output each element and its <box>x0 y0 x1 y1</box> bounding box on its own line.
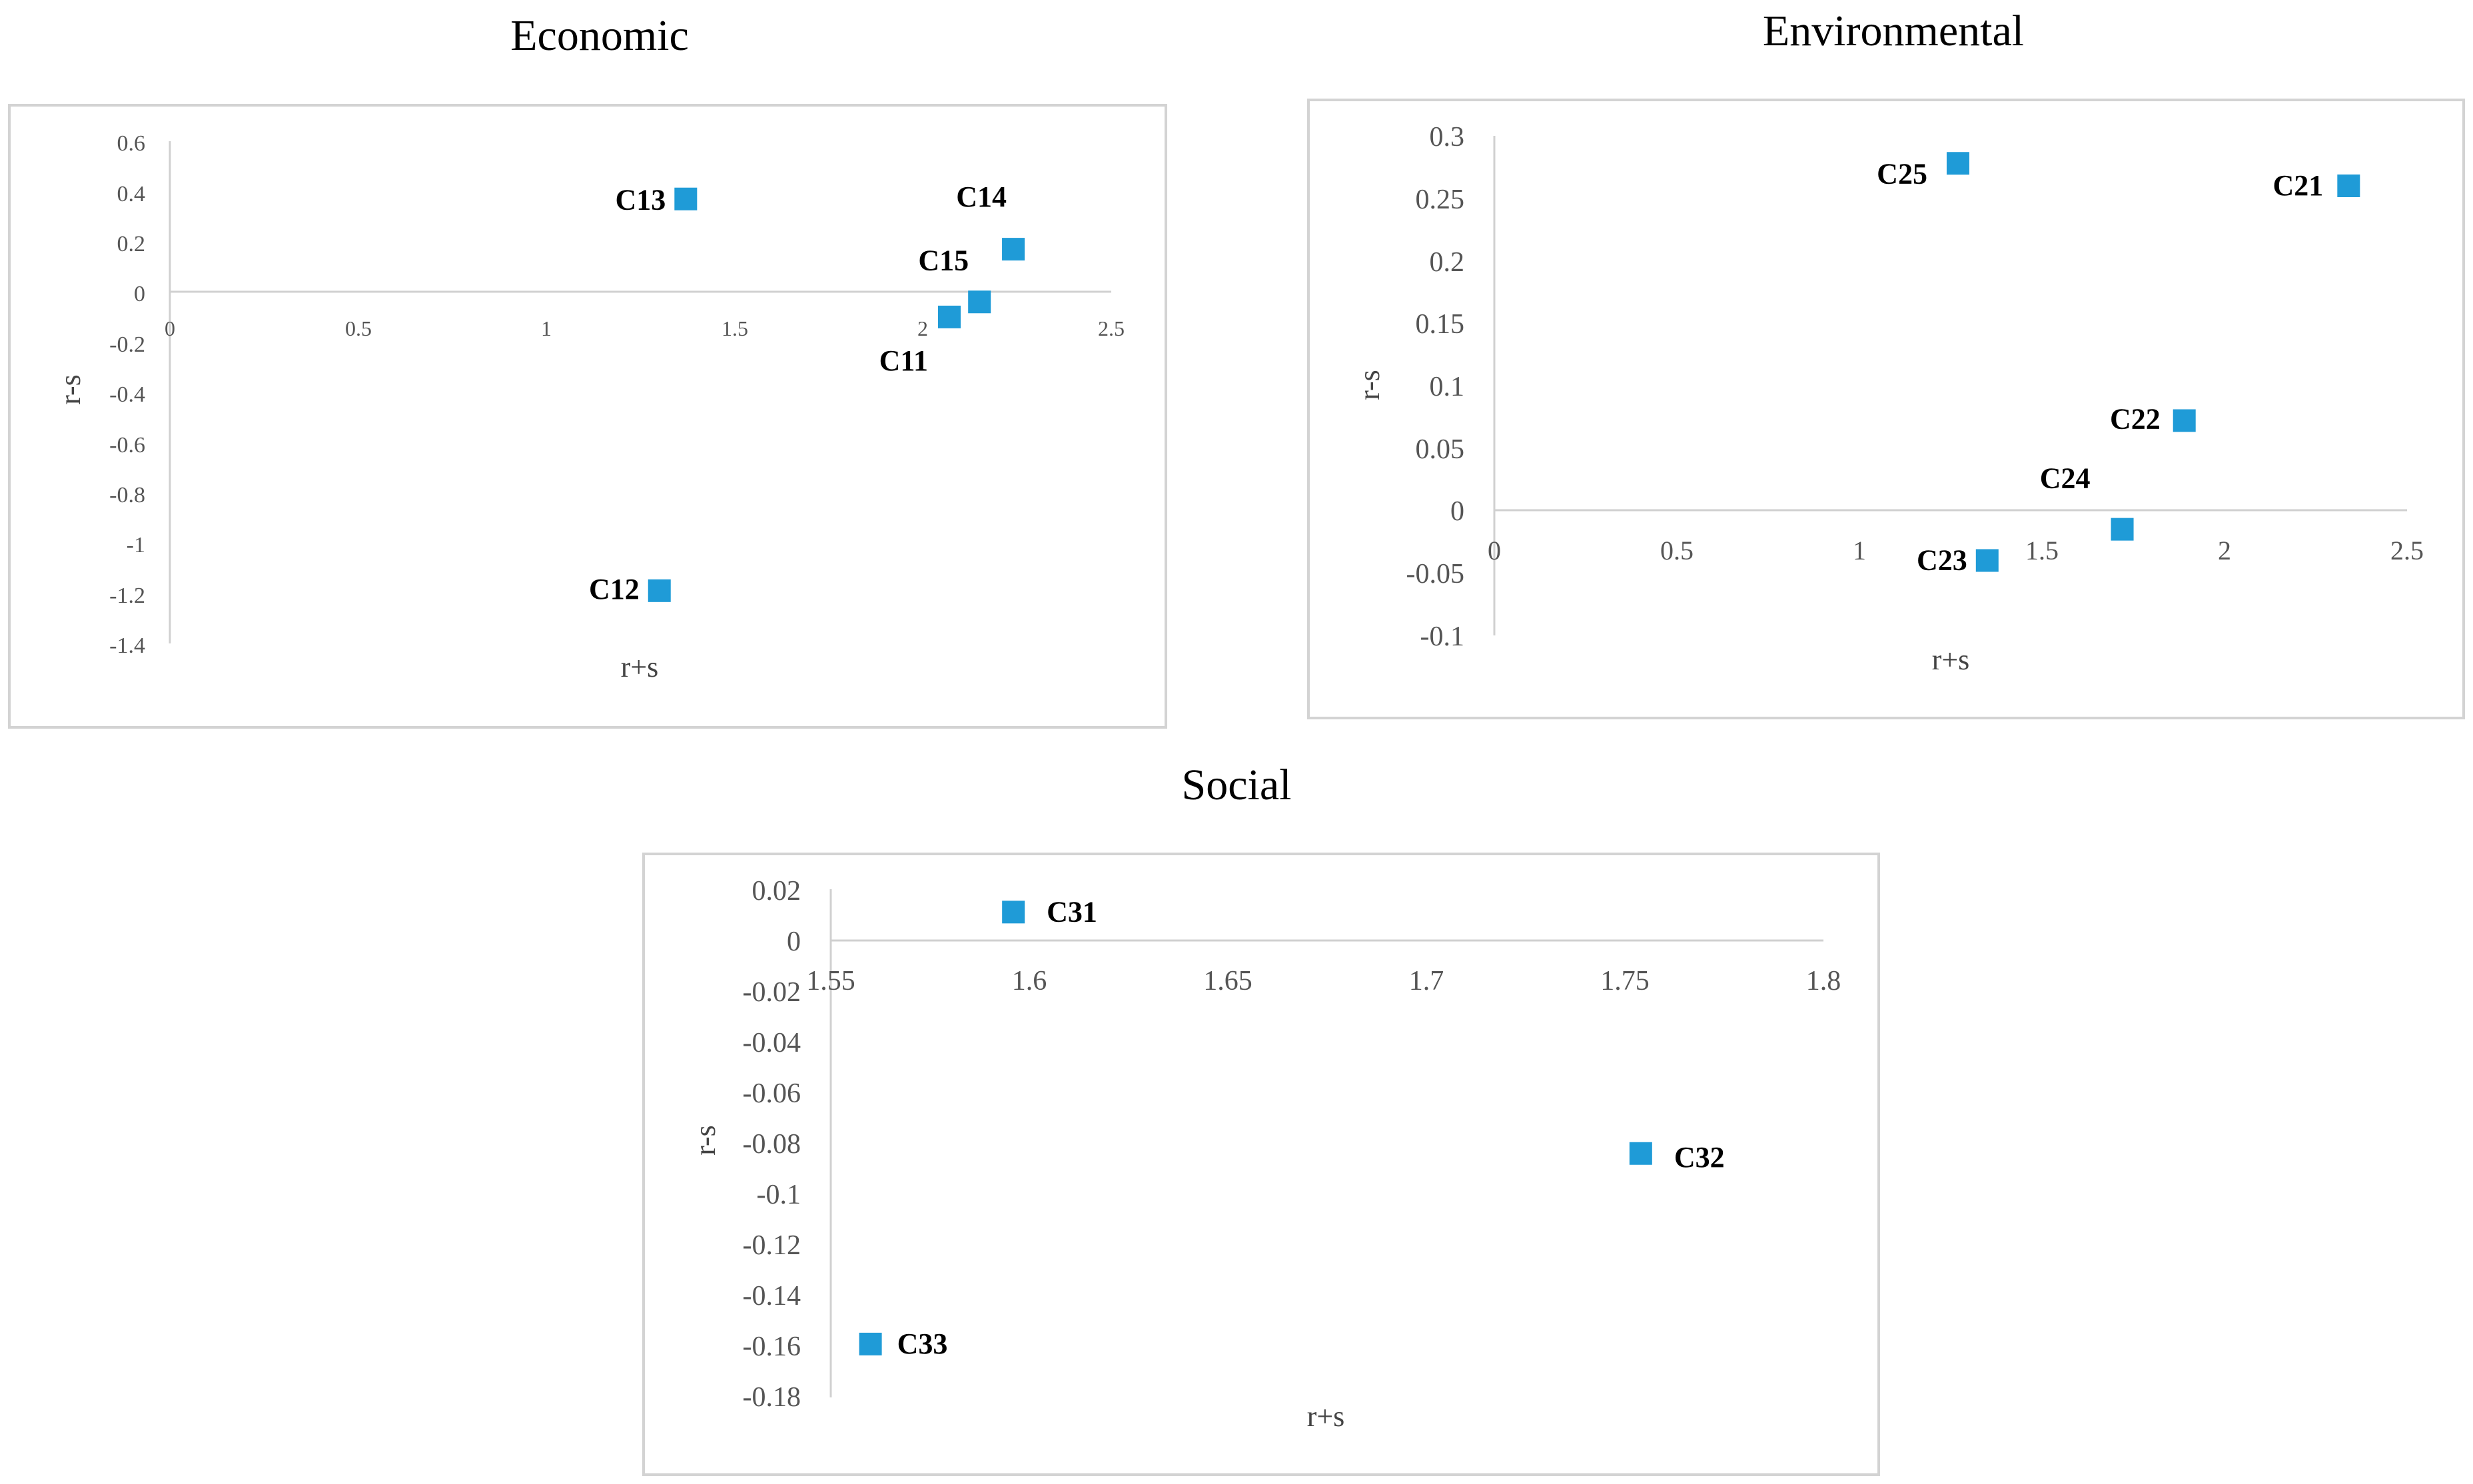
economic-chart: Economic 0 0.5 1 1.5 2 2.5 0.6 0.4 0.2 0… <box>8 11 1167 729</box>
environmental-chart-frame <box>1307 99 2465 719</box>
social-y-tick: 0.02 <box>752 876 801 907</box>
data-label-c12: C12 <box>589 573 640 605</box>
social-x-axis-label: r+s <box>1307 1400 1345 1433</box>
economic-x-tick: 1 <box>541 316 552 340</box>
environmental-x-tick: 2 <box>2218 536 2231 565</box>
social-x-tick: 1.55 <box>806 966 855 996</box>
environmental-x-tick: 1 <box>1853 536 1866 565</box>
economic-y-tick: 0.2 <box>117 232 146 256</box>
social-x-tick: 1.65 <box>1203 966 1252 996</box>
environmental-y-tick: 0.1 <box>1430 372 1465 402</box>
social-chart-frame <box>642 853 1880 1476</box>
environmental-y-axis-label: r-s <box>1353 370 1386 400</box>
economic-x-tick: 2 <box>917 316 928 340</box>
social-chart: Social 1.55 1.6 1.65 1.7 1.75 1.8 0.02 0… <box>642 761 1880 1476</box>
social-y-tick: -0.04 <box>743 1028 801 1058</box>
data-label-c14: C14 <box>956 181 1007 213</box>
data-label-c21: C21 <box>2273 169 2324 202</box>
data-label-c13: C13 <box>616 184 666 216</box>
data-label-c15: C15 <box>918 244 969 276</box>
economic-y-tick: 0 <box>134 282 145 306</box>
social-y-tick: -0.12 <box>743 1230 801 1261</box>
social-y-tick: -0.16 <box>743 1331 801 1362</box>
data-point-c21 <box>2337 175 2360 197</box>
data-point-c25 <box>1946 152 1969 175</box>
data-label-c23: C23 <box>1917 544 1967 577</box>
data-label-c32: C32 <box>1674 1141 1725 1174</box>
social-x-tick: 1.7 <box>1409 966 1444 996</box>
environmental-x-axis-label: r+s <box>1932 643 1970 676</box>
environmental-chart-title: Environmental <box>1763 7 2024 55</box>
social-y-tick: -0.02 <box>743 977 801 1008</box>
environmental-y-tick: -0.1 <box>1420 621 1465 652</box>
social-y-tick: -0.1 <box>757 1180 801 1210</box>
social-y-tick: -0.18 <box>743 1382 801 1413</box>
economic-x-tick: 2.5 <box>1098 316 1125 340</box>
environmental-y-tick: 0.05 <box>1416 434 1465 465</box>
environmental-y-tick: 0.15 <box>1416 309 1465 340</box>
data-point-c14 <box>1002 238 1025 261</box>
economic-y-tick: -1.2 <box>109 583 145 608</box>
social-x-tick: 1.75 <box>1600 966 1650 996</box>
economic-y-tick: 0.6 <box>117 131 146 156</box>
economic-y-tick: -1 <box>127 533 145 557</box>
economic-y-tick: -0.8 <box>109 483 145 508</box>
data-point-c31 <box>1002 901 1025 924</box>
economic-x-tick: 0.5 <box>345 316 372 340</box>
data-label-c25: C25 <box>1877 157 1927 190</box>
data-point-c13 <box>674 187 698 210</box>
social-x-tick: 1.6 <box>1012 966 1047 996</box>
data-label-c31: C31 <box>1047 895 1097 928</box>
economic-chart-frame <box>8 104 1167 729</box>
environmental-y-tick: 0.2 <box>1430 247 1465 278</box>
environmental-y-tick: 0.3 <box>1430 122 1465 153</box>
social-chart-title: Social <box>1182 761 1292 809</box>
social-y-tick: -0.08 <box>743 1129 801 1160</box>
data-point-c15 <box>968 290 991 314</box>
data-point-c23 <box>1975 549 1999 572</box>
economic-y-tick: -1.4 <box>109 633 145 658</box>
social-y-axis-label: r-s <box>689 1125 722 1156</box>
environmental-y-tick: 0 <box>1450 496 1464 527</box>
social-x-tick: 1.8 <box>1806 966 1841 996</box>
data-point-c33 <box>859 1332 882 1355</box>
environmental-x-tick: 0.5 <box>1660 536 1694 565</box>
economic-x-tick: 1.5 <box>722 316 748 340</box>
environmental-y-tick: -0.05 <box>1406 559 1465 589</box>
environmental-x-tick: 2.5 <box>2390 536 2424 565</box>
social-data-points: C31 C32 C33 <box>859 895 1725 1360</box>
data-point-c22 <box>2173 409 2196 432</box>
economic-y-axis-label: r-s <box>54 374 87 405</box>
economic-x-axis-label: r+s <box>621 651 659 683</box>
data-point-c24 <box>2111 518 2134 541</box>
environmental-data-points: C21 C22 C23 C24 C25 <box>1877 152 2360 577</box>
economic-x-tick: 0 <box>165 316 175 340</box>
environmental-y-tick: 0.25 <box>1416 185 1465 215</box>
data-point-c12 <box>648 579 671 602</box>
economic-y-tick: -0.6 <box>109 433 145 458</box>
data-label-c22: C22 <box>2110 403 2161 436</box>
environmental-chart: Environmental 0 0.5 1 1.5 2 2.5 0.3 0.25… <box>1307 7 2465 719</box>
social-y-tick: -0.06 <box>743 1078 801 1109</box>
data-point-c11 <box>937 305 961 328</box>
data-label-c24: C24 <box>2040 462 2091 495</box>
social-y-tick: -0.14 <box>743 1281 801 1311</box>
data-label-c33: C33 <box>897 1327 948 1360</box>
environmental-x-tick: 0 <box>1488 536 1501 565</box>
social-y-tick: 0 <box>787 927 801 957</box>
economic-data-points: C11 C12 C13 C14 C15 <box>589 181 1025 605</box>
data-label-c11: C11 <box>879 344 928 377</box>
economic-y-tick: -0.4 <box>109 382 145 407</box>
data-point-c32 <box>1629 1142 1652 1165</box>
environmental-x-tick: 1.5 <box>2025 536 2059 565</box>
economic-chart-title: Economic <box>510 11 689 60</box>
economic-y-tick: -0.2 <box>109 332 145 357</box>
economic-y-tick: 0.4 <box>117 182 146 206</box>
